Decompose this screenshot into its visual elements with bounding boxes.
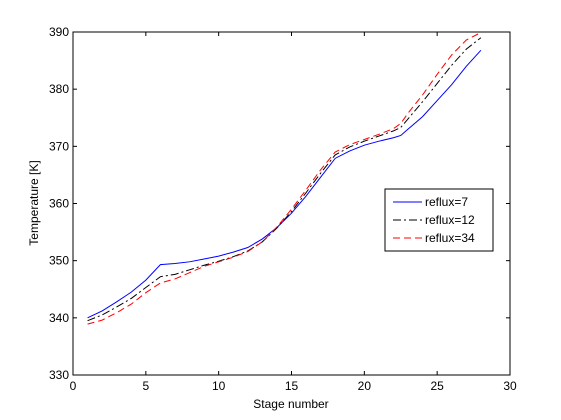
legend-entries: reflux=7 reflux=12 reflux=34 [393,195,475,245]
series-line [87,37,482,322]
legend-label: reflux=34 [425,231,475,245]
y-axis-label: Temperature [K] [27,160,41,245]
y-axis-ticks: 330 340 350 360 370 380 390 [49,25,510,382]
y-tick-label: 390 [49,25,69,39]
x-tick-label: 0 [70,379,77,393]
x-tick-label: 10 [212,379,226,393]
y-tick-label: 370 [49,139,69,153]
y-tick-label: 340 [49,311,69,325]
y-tick-label: 330 [49,368,69,382]
legend: reflux=7 reflux=12 reflux=34 [384,188,494,252]
legend-box [384,188,494,252]
series-line [87,32,482,325]
y-tick-label: 360 [49,197,69,211]
x-tick-label: 30 [503,379,517,393]
x-tick-label: 25 [430,379,444,393]
y-tick-label: 350 [49,254,69,268]
x-axis-label: Stage number [253,397,328,411]
legend-label: reflux=12 [425,213,475,227]
x-axis-ticks: 0 5 10 15 20 25 30 [70,32,517,393]
x-tick-label: 15 [285,379,299,393]
legend-label: reflux=7 [425,195,468,209]
x-tick-label: 5 [142,379,149,393]
x-tick-label: 20 [358,379,372,393]
series-lines [87,32,482,325]
series-line [87,49,482,319]
y-tick-label: 380 [49,82,69,96]
